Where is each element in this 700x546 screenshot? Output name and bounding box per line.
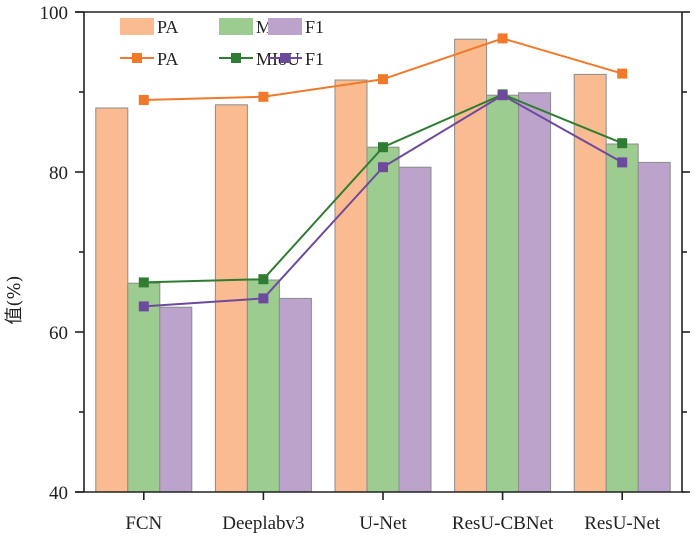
legend-label-bar-pa: PA — [157, 17, 178, 37]
y-tick-label: 40 — [49, 483, 68, 504]
bar-f1-resu-net — [637, 161, 671, 493]
x-tick-label: ResU-Net — [584, 513, 661, 534]
bar-miou-u-net — [366, 146, 400, 493]
ticks-layer: 40 60 80 100 FCN Deeplabv3 U-Net ResU-CBNet ResU… — [40, 3, 690, 534]
x-tick-label: FCN — [125, 513, 162, 534]
bar-pa-deeplabv3 — [214, 104, 248, 493]
bar-pa-fcn — [95, 107, 129, 493]
bar-miou-resu-net — [605, 143, 639, 493]
marker-f1-resu-cbnet — [497, 90, 508, 101]
legend-marker-f1 — [280, 53, 290, 63]
marker-pa-fcn — [138, 95, 149, 105]
y-tick-label: 100 — [40, 3, 69, 24]
y-axis-label: 值(%) — [4, 275, 25, 324]
legend-marker-pa — [132, 53, 142, 63]
legend: PAMIoUF1PAMIoUF1 — [120, 17, 324, 69]
bar-miou-fcn — [127, 282, 161, 493]
marker-pa-deeplabv3 — [258, 91, 269, 102]
legend-label-bar-f1: F1 — [305, 17, 324, 37]
legend-swatch-pa — [120, 18, 154, 35]
legend-label-line-f1: F1 — [305, 49, 324, 69]
lines-layer — [138, 33, 628, 312]
y-tick-label: 80 — [49, 163, 68, 184]
legend-marker-miou — [231, 53, 241, 63]
x-tick-label: Deeplabv3 — [222, 513, 304, 534]
marker-f1-resu-net — [617, 157, 628, 168]
bars-layer — [95, 38, 671, 493]
marker-miou-deeplabv3 — [258, 274, 269, 285]
bar-f1-deeplabv3 — [278, 297, 312, 493]
legend-swatch-f1 — [268, 18, 302, 35]
marker-f1-u-net — [378, 162, 388, 173]
x-tick-label: ResU-CBNet — [452, 513, 554, 534]
x-tick-label: U-Net — [359, 513, 407, 534]
bar-miou-resu-cbnet — [486, 94, 520, 493]
legend-label-line-pa: PA — [157, 49, 178, 69]
bar-pa-u-net — [334, 79, 368, 493]
marker-f1-fcn — [138, 301, 149, 312]
y-tick-label: 60 — [49, 323, 68, 344]
bar-f1-resu-cbnet — [518, 92, 552, 493]
marker-f1-deeplabv3 — [258, 293, 269, 304]
marker-pa-resu-net — [617, 68, 628, 79]
bar-f1-fcn — [159, 306, 193, 493]
line-pa — [143, 37, 623, 101]
marker-miou-fcn — [138, 277, 149, 288]
bar-miou-deeplabv3 — [246, 279, 280, 493]
marker-miou-resu-net — [617, 138, 628, 149]
legend-swatch-miou — [219, 18, 253, 35]
marker-miou-u-net — [378, 142, 388, 153]
marker-pa-u-net — [378, 74, 388, 85]
bar-f1-u-net — [398, 166, 432, 493]
marker-pa-resu-cbnet — [497, 33, 508, 44]
